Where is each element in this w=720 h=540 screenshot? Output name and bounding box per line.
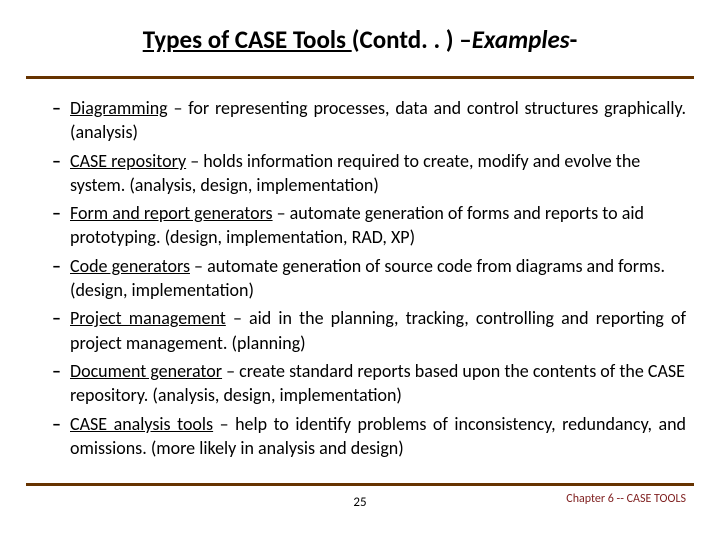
bullet-dash: – <box>52 359 70 383</box>
title-region: Types of CASE Tools (Contd. . ) –Example… <box>0 26 720 55</box>
bullet-dash: – <box>52 306 70 330</box>
list-item-text: Code generators – automate generation of… <box>70 254 686 303</box>
list-item-text: CASE repository – holds information requ… <box>70 149 686 198</box>
bullet-dash: – <box>52 254 70 278</box>
list-item: –Code generators – automate generation o… <box>52 254 686 303</box>
list-item: –CASE analysis tools – help to identify … <box>52 412 686 461</box>
list-item-text: CASE analysis tools – help to identify p… <box>70 412 686 461</box>
footer: 25 Chapter 6 -- CASE TOOLS <box>0 495 720 525</box>
bullet-dash: – <box>52 96 70 120</box>
bullet-dash: – <box>52 201 70 225</box>
item-term: Code generators <box>70 255 190 277</box>
title-middle: (Contd. . ) – <box>352 24 472 55</box>
divider-bottom <box>26 483 694 486</box>
list-item-text: Document generator – create standard rep… <box>70 359 686 408</box>
item-term: Form and report generators <box>70 202 273 224</box>
title-examples: Examples <box>472 24 570 55</box>
list-item: –CASE repository – holds information req… <box>52 149 686 198</box>
item-term: CASE analysis tools <box>70 413 213 435</box>
bullet-dash: – <box>52 149 70 173</box>
item-term: CASE repository <box>70 150 186 172</box>
bullet-dash: – <box>52 412 70 436</box>
slide-title: Types of CASE Tools (Contd. . ) –Example… <box>143 24 578 55</box>
list-item: –Project management – aid in the plannin… <box>52 306 686 355</box>
list-item-text: Form and report generators – automate ge… <box>70 201 686 250</box>
title-underlined: Types of CASE Tools <box>143 24 352 55</box>
item-term: Project management <box>70 307 226 329</box>
chapter-label: Chapter 6 -- CASE TOOLS <box>566 492 686 506</box>
body-list: –Diagramming – for representing processe… <box>52 96 686 464</box>
list-item-text: Diagramming – for representing processes… <box>70 96 686 145</box>
divider-top <box>26 76 694 79</box>
item-term: Document generator <box>70 360 222 382</box>
item-term: Diagramming <box>70 97 168 119</box>
list-item: –Document generator – create standard re… <box>52 359 686 408</box>
list-item: –Form and report generators – automate g… <box>52 201 686 250</box>
slide: Types of CASE Tools (Contd. . ) –Example… <box>0 0 720 540</box>
list-item: –Diagramming – for representing processe… <box>52 96 686 145</box>
list-item-text: Project management – aid in the planning… <box>70 306 686 355</box>
title-trailing-dash: - <box>570 24 578 55</box>
